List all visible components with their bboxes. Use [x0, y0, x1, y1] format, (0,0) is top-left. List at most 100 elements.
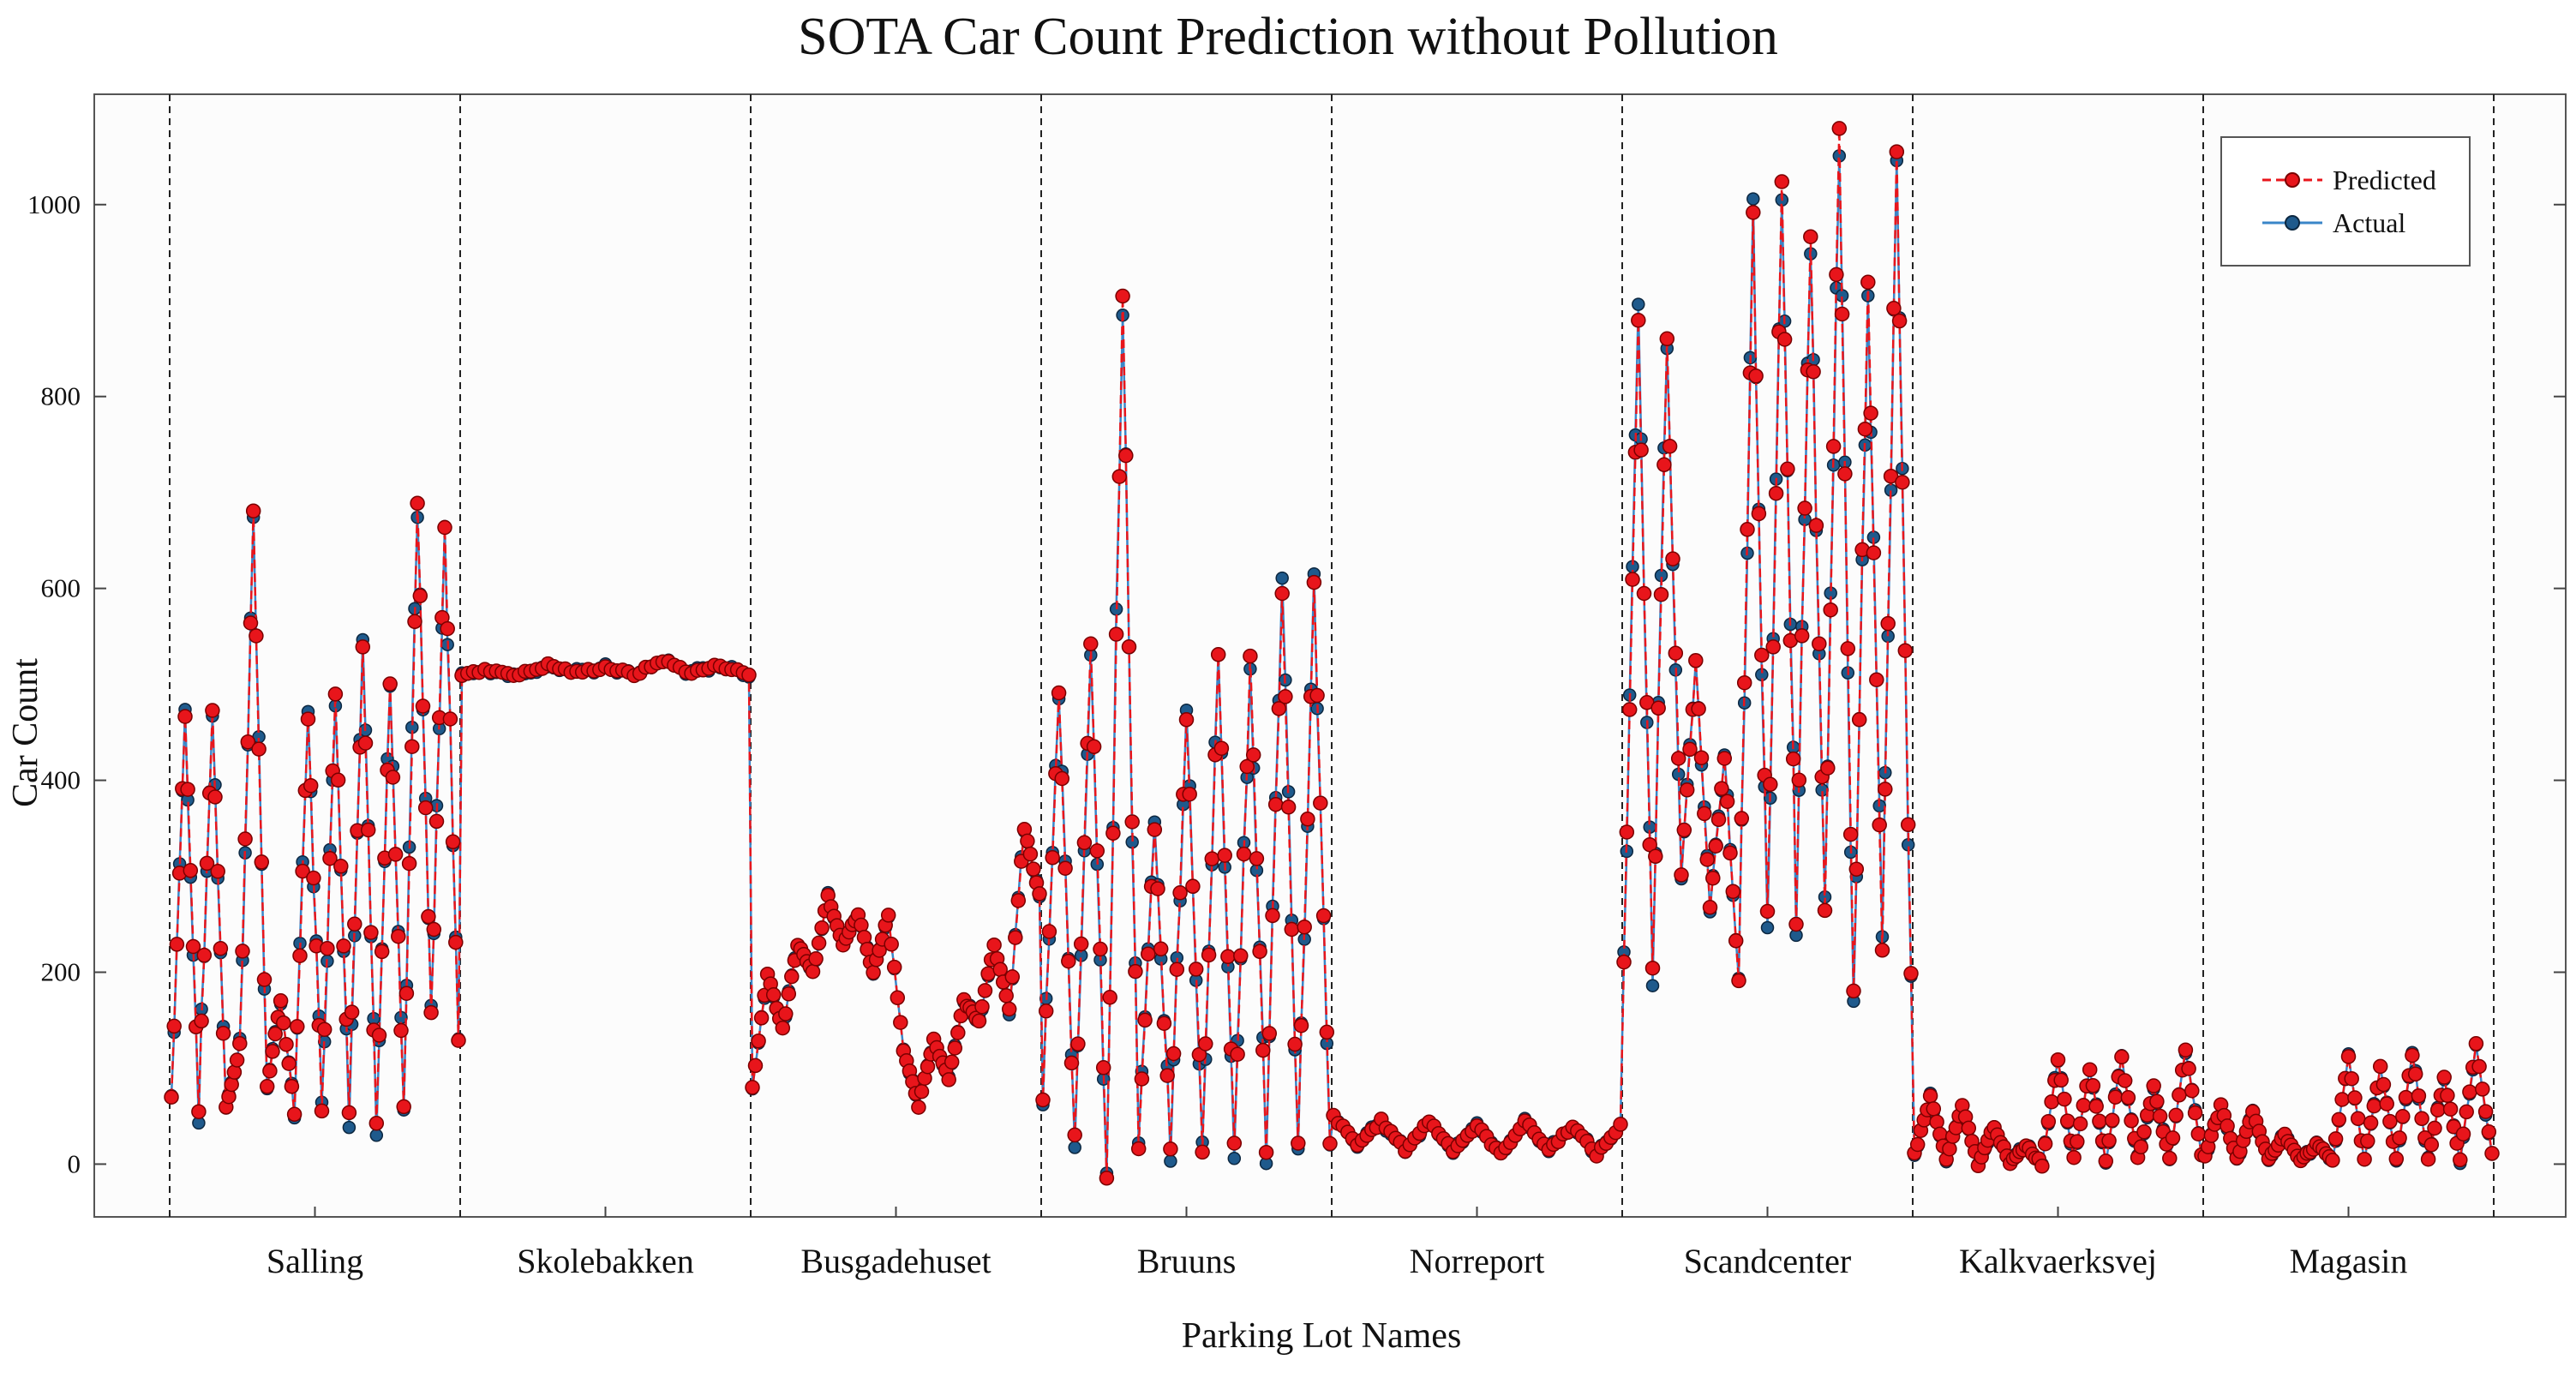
predicted-point [2178, 1042, 2194, 1057]
predicted-point [2092, 1113, 2107, 1129]
predicted-point [300, 711, 316, 727]
predicted-point [1245, 747, 1261, 763]
predicted-point [2477, 1104, 2494, 1119]
predicted-point [1032, 886, 1047, 902]
predicted-point [1794, 628, 1810, 644]
predicted-point [1306, 574, 1322, 590]
predicted-point [1633, 442, 1649, 458]
x-tick-label-norreport: Norreport [1410, 1242, 1545, 1280]
predicted-point [2220, 1118, 2235, 1134]
predicted-point [1153, 941, 1169, 957]
predicted-point [1134, 1071, 1150, 1087]
predicted-point [765, 987, 782, 1003]
predicted-point [2405, 1047, 2420, 1063]
actual-point [1632, 297, 1645, 311]
predicted-point [2468, 1036, 2484, 1051]
predicted-point [2411, 1087, 2427, 1104]
predicted-point [385, 770, 401, 785]
predicted-point [2357, 1151, 2372, 1167]
predicted-point [1172, 885, 1188, 901]
predicted-point [1812, 636, 1827, 651]
predicted-point [2120, 1090, 2136, 1105]
predicted-point [911, 1099, 926, 1115]
predicted-point [2340, 1049, 2357, 1064]
predicted-point [1785, 751, 1801, 767]
predicted-point [404, 739, 420, 754]
predicted-point [1163, 1141, 1178, 1157]
predicted-point [1848, 861, 1865, 877]
predicted-point [1922, 1088, 1938, 1104]
predicted-point [2325, 1153, 2340, 1168]
predicted-point [1895, 474, 1910, 490]
predicted-point [1284, 921, 1300, 938]
predicted-point [2149, 1093, 2165, 1110]
predicted-point [1740, 522, 1755, 537]
predicted-point [1731, 973, 1746, 989]
predicted-point [1291, 1135, 1306, 1151]
predicted-point [2372, 1058, 2388, 1075]
predicted-point [2440, 1087, 2455, 1104]
predicted-point [1076, 835, 1093, 851]
predicted-point [1837, 466, 1853, 482]
predicted-point [1883, 468, 1899, 484]
predicted-point [2360, 1133, 2375, 1149]
predicted-point [1734, 811, 1750, 826]
predicted-point [249, 628, 264, 644]
predicted-point [292, 948, 308, 963]
predicted-point [1817, 902, 1833, 919]
predicted-point [322, 850, 338, 866]
predicted-point [1026, 861, 1041, 877]
predicted-point [273, 993, 289, 1009]
predicted-point [1035, 1092, 1051, 1108]
predicted-point [1665, 551, 1680, 566]
predicted-point [1165, 1045, 1182, 1062]
predicted-point [1636, 585, 1652, 602]
predicted-point [1313, 795, 1328, 811]
legend-actual-label: Actual [2333, 207, 2405, 238]
predicted-point [2098, 1153, 2114, 1169]
predicted-point [1866, 545, 1882, 560]
predicted-point [1258, 1144, 1274, 1160]
predicted-point [1095, 1060, 1111, 1075]
predicted-point [1803, 229, 1818, 244]
predicted-point [1051, 685, 1067, 701]
predicted-point [893, 1015, 908, 1030]
predicted-point [2442, 1101, 2459, 1117]
predicted-point [2420, 1151, 2436, 1167]
predicted-point [2190, 1126, 2207, 1141]
predicted-point [1670, 751, 1686, 766]
predicted-point [1889, 144, 1905, 159]
predicted-point [1621, 702, 1638, 717]
predicted-point [1201, 947, 1217, 963]
predicted-point [423, 1004, 439, 1021]
predicted-point [1831, 121, 1848, 136]
predicted-point [1217, 848, 1232, 863]
predicted-point [1020, 833, 1035, 849]
predicted-point [1255, 1042, 1271, 1058]
predicted-point [2044, 1093, 2059, 1110]
predicted-point [884, 937, 899, 952]
predicted-point [2427, 1120, 2442, 1136]
predicted-point [1105, 825, 1121, 842]
predicted-point [1691, 701, 1706, 716]
predicted-point [164, 1089, 179, 1105]
predicted-point [998, 988, 1014, 1004]
x-tick-label-bruuns: Bruuns [1137, 1242, 1237, 1280]
predicted-point [1788, 916, 1804, 932]
predicted-point [210, 864, 225, 879]
predicted-point [1748, 368, 1764, 384]
x-tick-label-scandcenter: Scandcenter [1684, 1242, 1851, 1280]
predicted-point [2436, 1069, 2452, 1085]
predicted-point [814, 920, 830, 936]
predicted-point [398, 986, 415, 1001]
predicted-point [2076, 1098, 2092, 1113]
predicted-point [1195, 1144, 1210, 1160]
predicted-point [1702, 900, 1718, 915]
predicted-point [2168, 1107, 2184, 1123]
predicted-point [183, 863, 199, 878]
predicted-point [237, 831, 253, 847]
predicted-point [745, 1080, 760, 1095]
predicted-point [1243, 648, 1258, 664]
predicted-point [1648, 848, 1663, 865]
y-tick-label: 400 [41, 765, 81, 795]
